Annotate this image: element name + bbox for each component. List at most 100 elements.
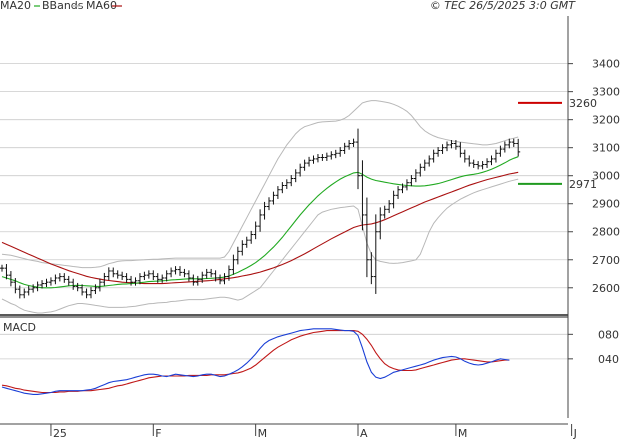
price-bar: [13, 278, 18, 294]
price-bar: [204, 268, 209, 279]
price-bar: [160, 274, 165, 283]
price-tick-label: 2600: [592, 282, 620, 295]
price-bar: [391, 190, 396, 209]
price-bar: [284, 179, 289, 189]
price-bar: [302, 159, 307, 171]
price-bar: [467, 155, 472, 167]
price-bar: [387, 200, 392, 213]
ma20-line: [1, 156, 519, 289]
price-bar: [400, 183, 405, 194]
macd-line: [1, 328, 510, 395]
x-tick-label: M: [258, 427, 268, 440]
price-bar: [298, 163, 303, 177]
x-tick-label: M: [458, 427, 468, 440]
price-tick-label: 3100: [592, 142, 620, 155]
price-bar: [142, 271, 147, 281]
price-bar: [93, 284, 98, 295]
price-bar: [26, 285, 31, 296]
price-bar: [200, 271, 205, 283]
bbands-lower-line: [1, 178, 519, 314]
price-bar: [378, 207, 383, 240]
price-bar: [293, 169, 298, 183]
macd-signal-line: [1, 330, 510, 394]
price-bar: [502, 141, 507, 153]
price-bar: [356, 128, 360, 190]
price-bar: [80, 284, 85, 296]
price-bar: [8, 271, 13, 287]
price-bar: [97, 278, 102, 292]
price-bar: [436, 147, 441, 157]
price-bar: [106, 267, 111, 281]
price-bar: [253, 221, 258, 240]
price-bar: [182, 268, 187, 278]
price-bar: [235, 246, 240, 265]
price-bar: [111, 267, 116, 278]
price-bar: [409, 175, 414, 187]
price-bar: [195, 275, 200, 286]
price-bar: [57, 273, 62, 282]
price-bar: [124, 273, 129, 283]
price-bar: [17, 285, 22, 299]
price-bar: [231, 254, 236, 275]
x-tick-label: 25: [53, 427, 67, 440]
price-bar: [507, 138, 512, 149]
price-bar: [240, 240, 245, 256]
ma20-legend-label: MA20: [0, 0, 31, 12]
price-bar: [89, 287, 93, 299]
price-bar: [169, 267, 174, 278]
price-bar: [249, 230, 254, 244]
price-bar: [146, 270, 151, 279]
price-bar: [102, 272, 107, 286]
price-tick-label: 2700: [592, 254, 620, 267]
price-bar: [480, 161, 485, 170]
macd-panel-label: MACD: [3, 321, 36, 334]
price-bar: [120, 271, 125, 281]
price-bar: [320, 154, 325, 161]
price-tick-label: 3000: [592, 170, 620, 183]
price-bar: [427, 155, 432, 167]
x-tick-label: A: [360, 427, 368, 440]
x-tick-label: F: [155, 427, 161, 440]
price-bar: [431, 149, 436, 163]
price-bar: [462, 149, 467, 163]
price-bar: [280, 182, 285, 194]
price-bar: [137, 273, 142, 285]
level-label: 2971: [569, 178, 597, 191]
macd-tick-label: 080: [598, 328, 619, 341]
level-label: 3260: [569, 97, 597, 110]
price-tick-label: 2800: [592, 226, 620, 239]
price-bar: [173, 266, 178, 275]
price-levels: 3260 2971: [518, 97, 597, 191]
price-bar: [351, 138, 356, 147]
price-bar: [311, 155, 316, 164]
price-bar: [275, 186, 280, 199]
price-bar: [333, 149, 338, 159]
price-bar: [75, 282, 80, 292]
price-tick-label: 3200: [592, 114, 620, 127]
price-bar: [453, 140, 458, 150]
price-bar: [35, 281, 40, 292]
price-bar: [222, 273, 227, 285]
price-bar: [4, 264, 9, 280]
price-bar: [329, 151, 334, 160]
price-bar: [0, 264, 4, 272]
price-bar: [418, 163, 423, 177]
price-bar: [360, 160, 365, 231]
price-bar: [191, 274, 196, 286]
price-bar: [440, 144, 445, 154]
price-bar: [218, 274, 223, 285]
axes-layer: 2600 2700 2800 2900 3000 3100 3200 3300 3400 040 0…: [0, 16, 620, 440]
price-bar: [244, 236, 249, 248]
price-bar: [493, 149, 498, 163]
price-bar: [373, 214, 378, 294]
price-tick-label: 2900: [592, 198, 620, 211]
price-bar: [209, 268, 214, 278]
price-bar: [476, 161, 481, 170]
price-bar: [471, 159, 476, 168]
price-bar: [342, 142, 347, 154]
price-bar: [485, 158, 490, 168]
price-bar: [307, 156, 312, 167]
price-bar: [498, 145, 503, 157]
price-bar: [404, 179, 409, 191]
